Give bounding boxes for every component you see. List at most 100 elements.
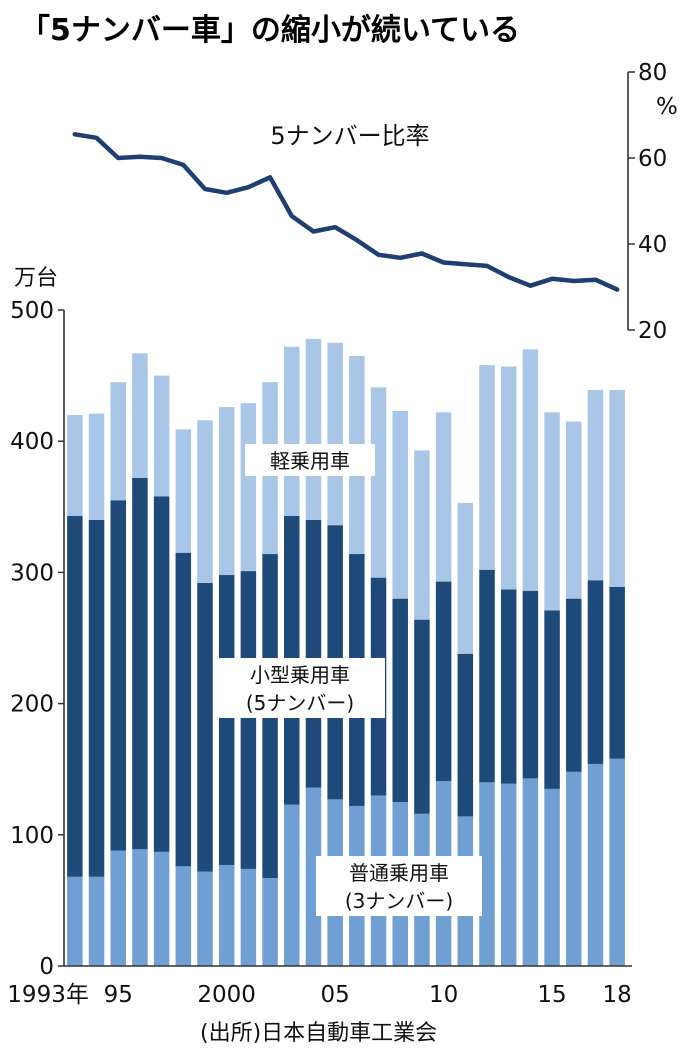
bar-segment-futsu bbox=[67, 876, 83, 966]
left-y-tick-label: 100 bbox=[10, 823, 54, 849]
bar-segment-kogata bbox=[110, 500, 126, 851]
bar-segment-futsu bbox=[500, 783, 517, 966]
series-line-5number-ratio bbox=[72, 132, 620, 292]
series-label-text: 普通乗用車 bbox=[349, 861, 449, 885]
bar-segment-kogata bbox=[522, 590, 539, 779]
bar-segment-kogata bbox=[218, 575, 235, 865]
bar-segment-futsu bbox=[175, 866, 192, 966]
bar-segment-kogata bbox=[197, 582, 213, 872]
bar-segment-futsu bbox=[132, 849, 148, 966]
series-label-backing bbox=[245, 444, 375, 476]
bar-segment-kei bbox=[479, 365, 495, 570]
series-label-text: 小型乗用車 bbox=[250, 663, 350, 687]
series-label-backing bbox=[316, 856, 482, 916]
bar-segment-kei bbox=[435, 412, 452, 582]
x-tick-label: 18 bbox=[603, 982, 632, 1008]
bar-segment-futsu bbox=[218, 864, 235, 966]
bar-segment-kei bbox=[522, 349, 539, 591]
right-y-tick-label: 20 bbox=[638, 318, 667, 344]
series-label-kei: 軽乗用車 bbox=[245, 444, 375, 476]
bar-segment-kogata bbox=[67, 515, 83, 877]
bar-segment-kei bbox=[218, 407, 235, 576]
bar-segment-kogata bbox=[414, 619, 430, 814]
series-label-text: (5ナンバー) bbox=[246, 691, 354, 715]
source-note: (出所)日本自動車工業会 bbox=[200, 1021, 437, 1046]
bar-segment-kogata bbox=[435, 581, 452, 782]
bar-segment-kogata bbox=[392, 598, 408, 802]
line-chart: 80 60 40 20 % 5ナンバー比率 bbox=[72, 60, 678, 344]
bar-segment-kogata bbox=[457, 653, 474, 817]
bar-segment-kei bbox=[88, 413, 105, 520]
bar-segment-futsu bbox=[609, 758, 625, 966]
x-tick-label: 15 bbox=[537, 982, 566, 1008]
bar-segment-kogata bbox=[240, 571, 257, 869]
bar-segment-futsu bbox=[544, 788, 560, 966]
bar-segment-kogata bbox=[132, 477, 148, 850]
bar-segment-futsu bbox=[240, 868, 257, 966]
bar-segment-futsu bbox=[153, 851, 170, 966]
right-y-tick-label: 80 bbox=[638, 60, 667, 86]
bar-segment-kei bbox=[67, 414, 83, 516]
bar-segment-kei bbox=[284, 346, 300, 516]
right-y-tick-label: 60 bbox=[638, 146, 667, 172]
bar-segment-kei bbox=[609, 390, 625, 587]
bar-segment-kei bbox=[370, 387, 387, 578]
bar-segment-futsu bbox=[522, 778, 539, 966]
bar-segment-futsu bbox=[110, 850, 126, 966]
bar-segment-kei bbox=[110, 382, 126, 501]
bar-segment-kogata bbox=[305, 519, 322, 788]
left-y-tick-label: 500 bbox=[10, 298, 54, 324]
series-label-text: 軽乗用車 bbox=[270, 449, 350, 473]
left-y-tick-label: 200 bbox=[10, 692, 54, 718]
series-label-backing bbox=[215, 658, 385, 718]
bar-segment-futsu bbox=[587, 763, 604, 966]
bar-segment-kei bbox=[175, 429, 192, 553]
bar-segment-kei bbox=[566, 421, 582, 599]
bar-segment-kei bbox=[414, 450, 430, 620]
series-label-kogata: 小型乗用車 (5ナンバー) bbox=[215, 658, 385, 718]
bar-segment-kei bbox=[240, 403, 257, 572]
bar-segment-kei bbox=[153, 375, 170, 497]
right-axis-unit: % bbox=[656, 94, 678, 120]
bar-segment-kogata bbox=[88, 519, 105, 877]
x-tick-label: 2000 bbox=[197, 982, 256, 1008]
bar-segment-futsu bbox=[262, 878, 278, 966]
left-axis-unit: 万台 bbox=[14, 266, 58, 291]
bar-segment-kei bbox=[544, 412, 560, 611]
chart-title: 「5ナンバー車」の縮小が続いている bbox=[20, 13, 520, 48]
x-tick-label: 05 bbox=[321, 982, 350, 1008]
bar-segment-kei bbox=[392, 411, 408, 599]
series-label-text: (3ナンバー) bbox=[345, 889, 453, 913]
x-tick-label: 10 bbox=[429, 982, 458, 1008]
bar-chart: 万台 500 400 300 200 100 0 普通乗用車 (3ナンバー) 小型乗用車 (5ナ… bbox=[7, 266, 632, 1008]
left-y-tick-label: 0 bbox=[39, 954, 54, 980]
bar-segment-kogata bbox=[566, 598, 582, 772]
bar-segment-kogata bbox=[175, 552, 192, 867]
series-label-5number-ratio: 5ナンバー比率 bbox=[270, 122, 429, 150]
bar-segment-futsu bbox=[284, 804, 300, 966]
bar-segment-kogata bbox=[544, 610, 560, 789]
x-tick-label: 95 bbox=[104, 982, 133, 1008]
bar-segment-kei bbox=[500, 366, 517, 590]
x-tick-label: 1993年 bbox=[7, 982, 89, 1008]
bar-segment-kei bbox=[305, 338, 322, 520]
bar-segment-kei bbox=[587, 390, 604, 581]
left-y-tick-label: 300 bbox=[10, 560, 54, 586]
bar-segment-kogata bbox=[609, 586, 625, 759]
bar-segment-kei bbox=[457, 502, 474, 654]
bar-segment-futsu bbox=[479, 782, 495, 966]
bar-segment-kogata bbox=[153, 496, 170, 852]
right-y-tick-label: 40 bbox=[638, 232, 667, 258]
series-label-futsu: 普通乗用車 (3ナンバー) bbox=[316, 856, 482, 916]
left-y-tick-label: 400 bbox=[10, 429, 54, 455]
bar-segment-kogata bbox=[587, 580, 604, 764]
bar-segment-kogata bbox=[479, 569, 495, 783]
bar-segment-futsu bbox=[197, 871, 213, 966]
bar-segment-futsu bbox=[88, 876, 105, 966]
bar-segment-kogata bbox=[500, 589, 517, 784]
bar-segment-kei bbox=[197, 420, 213, 583]
bar-segment-futsu bbox=[305, 787, 322, 966]
bar-segment-kei bbox=[132, 353, 148, 478]
bar-segment-futsu bbox=[566, 771, 582, 966]
